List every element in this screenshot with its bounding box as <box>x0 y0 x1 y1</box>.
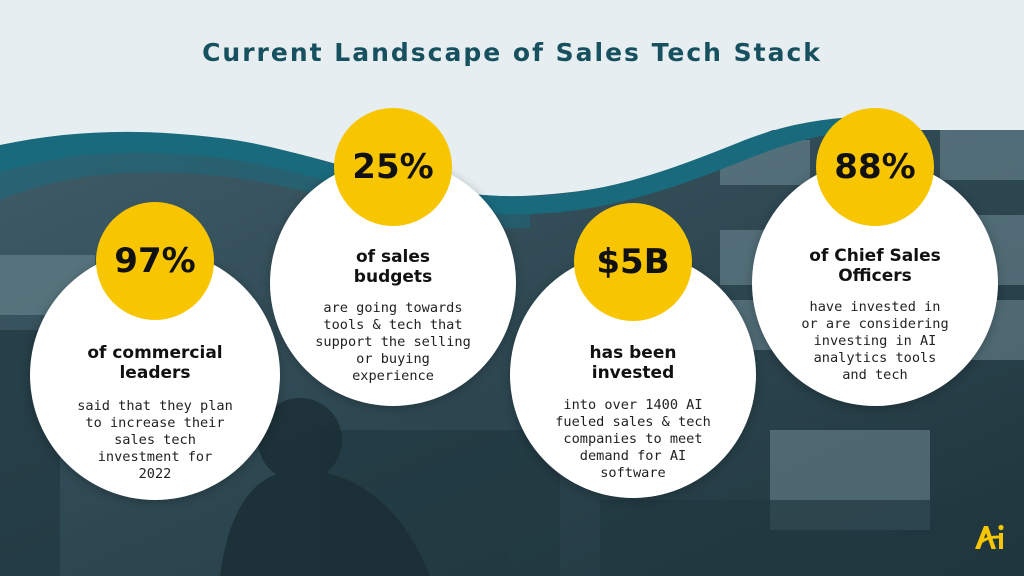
stat-description: into over 1400 AI fueled sales & tech co… <box>555 397 711 481</box>
stat-value-badge: 88% <box>816 108 934 226</box>
stat-card-commercial-leaders: 97% of commercial leaders said that they… <box>30 200 280 540</box>
page-title: Current Landscape of Sales Tech Stack <box>202 38 822 67</box>
stat-headline: of commercial leaders <box>87 343 223 383</box>
stat-card-invested: $5B has been invested into over 1400 AI … <box>508 200 758 540</box>
stat-headline: of sales budgets <box>353 247 433 287</box>
stat-card-chief-sales-officers: 88% of Chief Sales Officers have investe… <box>750 100 1000 440</box>
ai-logo-icon <box>975 524 1004 549</box>
stat-description: are going towards tools & tech that supp… <box>315 300 471 384</box>
stat-description: said that they plan to increase their sa… <box>77 398 233 482</box>
stat-headline: has been invested <box>589 343 677 383</box>
stat-value-badge: 97% <box>96 202 214 320</box>
stat-value-badge: $5B <box>574 203 692 321</box>
stat-card-sales-budgets: 25% of sales budgets are going towards t… <box>268 100 518 440</box>
stat-description: have invested in or are considering inve… <box>801 299 949 383</box>
stat-value-badge: 25% <box>334 108 452 226</box>
stat-headline: of Chief Sales Officers <box>809 246 941 286</box>
